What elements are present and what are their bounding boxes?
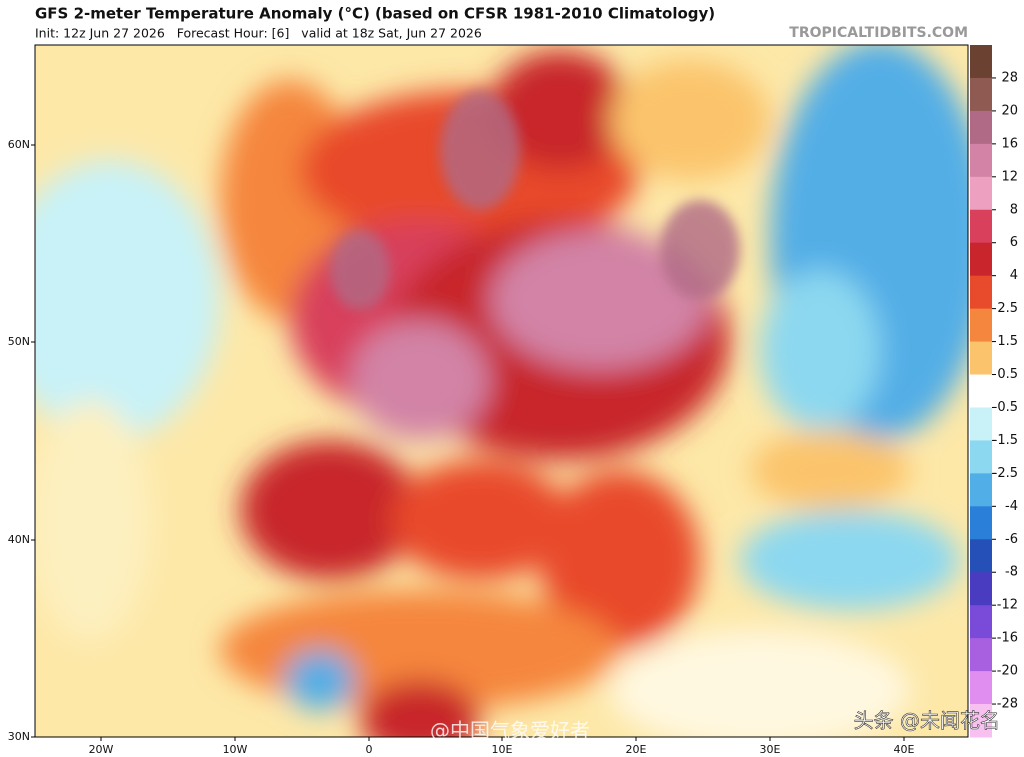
colorbar-label: 28 (1001, 70, 1018, 85)
colorbar-swatch (970, 539, 992, 573)
lat-label: 50N (8, 335, 30, 348)
colorbar-label: -8 (1005, 565, 1018, 580)
colorbar-label: 1.5 (997, 334, 1018, 349)
map (35, 45, 968, 737)
colorbar-label: -28 (997, 697, 1018, 712)
colorbar-label: -1.5 (993, 433, 1018, 448)
watermark: @中国气象爱好者 (430, 719, 590, 743)
lon-label: 10E (492, 743, 513, 756)
colorbar-swatch (970, 209, 992, 244)
axes: 60N 50N 40N 30N 20W 10W 0 10E 20E 30E 40E (8, 138, 915, 756)
colorbar-swatch (970, 242, 992, 277)
colorbar-label: 16 (1001, 136, 1018, 151)
colorbar-swatch (970, 374, 992, 408)
colorbar-label: 4 (1010, 268, 1018, 283)
colorbar-label: -2.5 (993, 466, 1018, 481)
colorbar-swatch (970, 638, 992, 672)
watermark: 头条 @未闻花名 (854, 709, 1000, 733)
colorbar-label: 8 (1010, 202, 1018, 217)
colorbar-label: -20 (997, 664, 1018, 679)
colorbar-label: -16 (997, 631, 1018, 646)
colorbar-label: 2.5 (997, 301, 1018, 316)
colorbar-swatch (970, 110, 992, 145)
colorbar-swatch (970, 143, 992, 178)
colorbar-swatch (970, 704, 992, 738)
source: TROPICALTIDBITS.COM (789, 25, 968, 41)
lon-label: 10W (223, 743, 248, 756)
colorbar-swatch (970, 671, 992, 705)
colorbar-swatch (970, 572, 992, 606)
colorbar-label: 12 (1001, 169, 1018, 184)
colorbar-label: 0.5 (997, 367, 1018, 382)
lat-label: 40N (8, 533, 30, 546)
colorbar-label: 20 (1001, 103, 1018, 118)
colorbar-swatch (970, 77, 992, 112)
colorbar-swatch (970, 176, 992, 211)
subtitle: Init: 12z Jun 27 2026 Forecast Hour: [6]… (35, 26, 482, 41)
lon-label: 0 (366, 743, 373, 756)
colorbar-swatch (970, 440, 992, 474)
colorbar-swatch (970, 341, 992, 376)
colorbar-swatch (970, 275, 992, 310)
lon-label: 20W (89, 743, 114, 756)
colorbar-label: -4 (1005, 499, 1018, 514)
lon-label: 20E (626, 743, 647, 756)
lat-label: 30N (8, 730, 30, 743)
colorbar-label: 6 (1010, 235, 1018, 250)
colorbar-swatch (970, 473, 992, 507)
lat-label: 60N (8, 138, 30, 151)
colorbar-swatch (970, 605, 992, 639)
colorbar-label: -12 (997, 598, 1018, 613)
colorbar-swatch (970, 407, 992, 441)
colorbar: 28 20 16 12 8 6 4 2.5 1.5 0.5 -0.5 -1.5 -2.5 -4 -6 -8 -1… (970, 45, 1018, 738)
title: GFS 2-meter Temperature Anomaly (°C) (ba… (35, 5, 715, 23)
colorbar-swatch (970, 506, 992, 540)
colorbar-swatch (970, 45, 992, 79)
colorbar-swatch (970, 308, 992, 343)
colorbar-label: -0.5 (993, 400, 1018, 415)
colorbar-label: -6 (1005, 532, 1018, 547)
lon-label: 30E (760, 743, 781, 756)
lon-label: 40E (894, 743, 915, 756)
